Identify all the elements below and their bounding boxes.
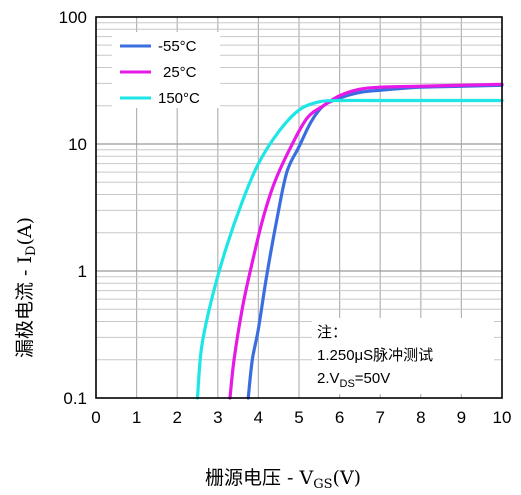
legend: -55°C 25°C 150°C <box>112 32 220 108</box>
y-tick-label: 100 <box>59 8 87 27</box>
note-line-2-suffix: =50V <box>355 370 390 387</box>
x-axis-title-main: 栅源电压 - V <box>205 467 313 489</box>
y-tick-label: 1 <box>78 262 87 281</box>
note-title: 注： <box>317 324 347 341</box>
x-tick-label: 7 <box>375 408 384 427</box>
note-line-2-sub: DS <box>340 378 355 390</box>
legend-label-series-0: -55°C <box>158 38 197 55</box>
series <box>195 82 504 400</box>
x-tick-label: 6 <box>335 408 344 427</box>
x-axis-title-sub: GS <box>313 477 332 492</box>
series-line-1 <box>228 82 504 400</box>
note-line-2: 2.VDS=50V <box>317 370 390 390</box>
x-tick-label: 1 <box>132 408 141 427</box>
x-tick-label: 3 <box>213 408 222 427</box>
x-tick-label: 9 <box>457 408 466 427</box>
x-tick-label: 10 <box>493 408 512 427</box>
x-tick-label: 2 <box>172 408 181 427</box>
series-line-2 <box>195 98 504 400</box>
x-tick-label: 4 <box>254 408 263 427</box>
legend-label-series-2: 150°C <box>158 90 200 107</box>
x-axis-title-suffix: (V) <box>333 467 362 489</box>
x-tick-label: 8 <box>416 408 425 427</box>
y-axis-title-sub: D <box>24 246 39 256</box>
note-box: 注： 1.250μS脉冲测试 2.VDS=50V <box>312 318 494 394</box>
tick-labels: 0 1 2 3 4 5 6 7 8 9 10 0.1 1 10 100 <box>59 8 512 427</box>
y-axis-title: 漏极电流 - ID(A) <box>14 217 39 358</box>
note-line-2-prefix: 2.V <box>317 370 340 387</box>
y-tick-label: 10 <box>68 135 87 154</box>
x-tick-label: 0 <box>91 408 100 427</box>
note-background <box>312 318 494 394</box>
plot-frame <box>95 16 503 399</box>
legend-label-series-1: 25°C <box>163 64 197 81</box>
y-axis-title-main: 漏极电流 - I <box>14 256 36 358</box>
x-axis-title: 栅源电压 - VGS(V) <box>205 467 361 492</box>
y-axis-title-suffix: (A) <box>14 217 36 246</box>
note-line-1: 1.250μS脉冲测试 <box>317 347 433 364</box>
y-tick-label: 0.1 <box>63 389 87 408</box>
x-tick-label: 5 <box>294 408 303 427</box>
